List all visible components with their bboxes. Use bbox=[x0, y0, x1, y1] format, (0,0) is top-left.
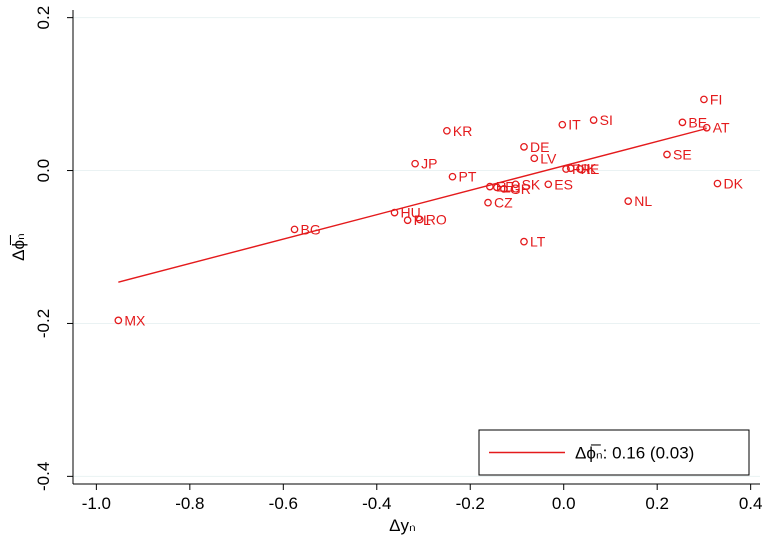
x-tick-label: -0.6 bbox=[269, 494, 298, 513]
fit-line-layer bbox=[118, 127, 707, 283]
legend: Δϕ̅ₙ: 0.16 (0.03) bbox=[478, 429, 750, 476]
point-ie bbox=[576, 165, 584, 173]
point-ee bbox=[486, 182, 494, 191]
y-tick-label: 0.0 bbox=[34, 159, 53, 183]
point-gr bbox=[500, 185, 508, 193]
point-sk bbox=[511, 180, 520, 189]
x-tick-label: 0.0 bbox=[552, 494, 576, 513]
x-tick-label: 0.2 bbox=[645, 494, 669, 513]
point-pt bbox=[448, 172, 457, 181]
point-label-nl: NL bbox=[634, 193, 652, 209]
point-se bbox=[663, 150, 671, 159]
point-dk bbox=[713, 179, 722, 188]
point-label-lu: LU bbox=[503, 179, 521, 195]
point-label-it: IT bbox=[568, 117, 581, 133]
legend-label: Δϕ̅ₙ: 0.16 (0.03) bbox=[575, 444, 694, 463]
point-kr bbox=[443, 126, 451, 135]
x-tick-label: 0.4 bbox=[739, 494, 763, 513]
point-label-sk: SK bbox=[522, 176, 541, 192]
point-label-kr: KR bbox=[453, 123, 472, 139]
point-bg bbox=[290, 225, 299, 234]
x-axis-title: Δyₙ bbox=[389, 516, 416, 535]
point-nl bbox=[624, 197, 633, 205]
y-tick-label: -0.2 bbox=[34, 309, 53, 338]
point-si bbox=[589, 116, 598, 124]
point-label-at: AT bbox=[713, 120, 730, 136]
x-tick-label: -0.2 bbox=[456, 494, 485, 513]
point-jp bbox=[411, 159, 419, 168]
point-label-ro: RO bbox=[426, 211, 447, 227]
point-label-fi: FI bbox=[710, 91, 722, 107]
point-label-jp: JP bbox=[421, 156, 437, 172]
point-label-de: DE bbox=[530, 139, 549, 155]
point-label-bg: BG bbox=[301, 221, 321, 237]
point-ro bbox=[415, 215, 424, 224]
point-label-se: SE bbox=[673, 146, 692, 162]
point-uk bbox=[566, 164, 575, 173]
point-de bbox=[520, 142, 528, 151]
x-tick-label: -0.8 bbox=[175, 494, 204, 513]
point-lt bbox=[520, 237, 528, 246]
point-label-dk: DK bbox=[723, 176, 743, 192]
point-mx bbox=[114, 316, 123, 325]
point-it bbox=[558, 120, 567, 129]
point-label-es: ES bbox=[554, 176, 573, 192]
grid-lines bbox=[73, 17, 760, 477]
y-tick-label: -0.4 bbox=[34, 462, 53, 491]
point-fi bbox=[700, 95, 708, 104]
point-at bbox=[702, 123, 711, 132]
point-label-lv: LV bbox=[540, 150, 557, 166]
point-label-gr: GR bbox=[510, 181, 531, 197]
y-tick-label: 0.2 bbox=[34, 6, 53, 30]
point-label-lt: LT bbox=[530, 234, 546, 250]
point-lv bbox=[530, 154, 539, 163]
point-be bbox=[678, 118, 687, 127]
point-label-cz: CZ bbox=[494, 195, 513, 211]
point-label-fr: FR bbox=[572, 161, 591, 177]
point-label-si: SI bbox=[600, 112, 613, 128]
point-label-be: BE bbox=[688, 114, 707, 130]
point-lu bbox=[493, 183, 501, 192]
axes: -1.0 -0.8 -0.6 -0.4 -0.2 0.0 0.2 0.4 -0.4 -0.2 0.0… bbox=[9, 6, 762, 535]
point-es bbox=[544, 180, 553, 189]
point-label-mx: MX bbox=[124, 312, 146, 328]
point-label-ie: IE bbox=[586, 161, 599, 177]
point-hu bbox=[390, 208, 399, 217]
x-tick-label: -1.0 bbox=[82, 494, 111, 513]
point-pl bbox=[403, 216, 412, 225]
fit-line bbox=[118, 127, 707, 283]
point-fr bbox=[562, 165, 570, 173]
y-axis-title: Δϕ̅ₙ bbox=[9, 233, 28, 261]
points-layer: MXBGHUPLROJPKRPTCZEELUGRSKLTDELVESITFRUK… bbox=[114, 91, 744, 328]
x-tick-label: -0.4 bbox=[362, 494, 391, 513]
point-label-hu: HU bbox=[401, 205, 421, 221]
point-label-pt: PT bbox=[458, 169, 476, 185]
point-cz bbox=[484, 198, 492, 207]
